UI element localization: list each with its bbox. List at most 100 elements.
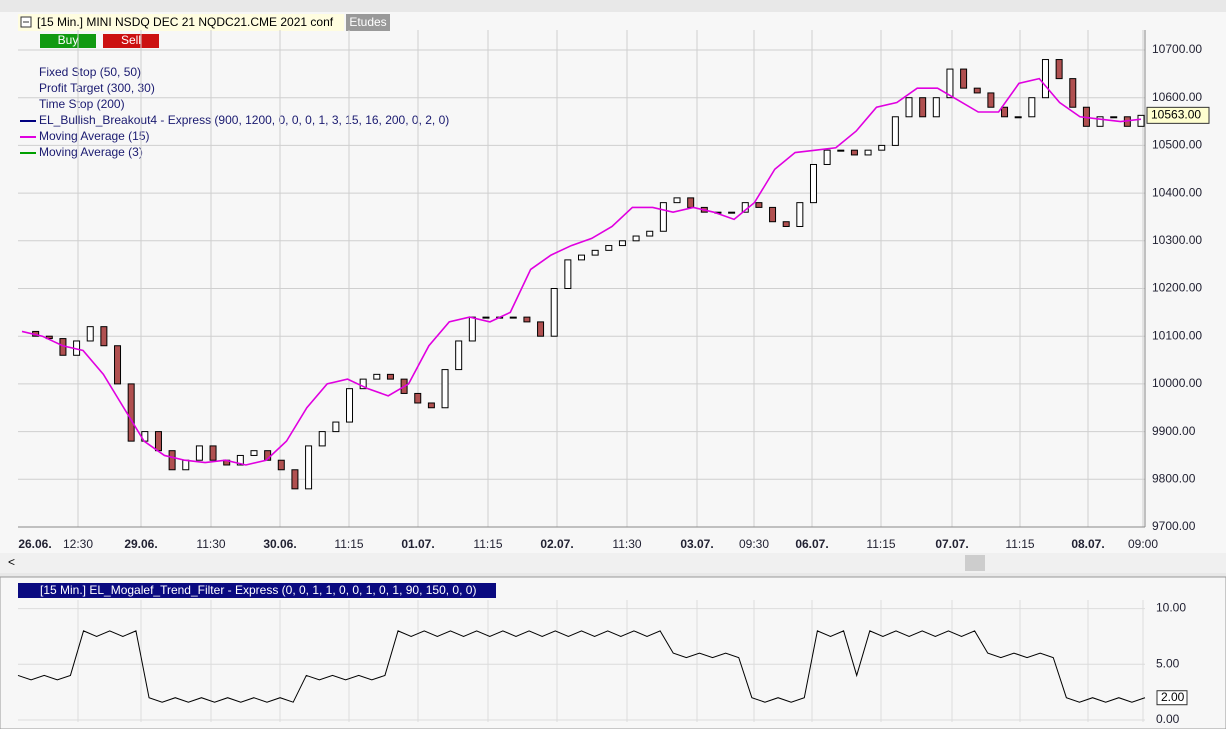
y-tick-label: 9800.00	[1152, 471, 1196, 485]
x-tick-label: 11:30	[196, 537, 225, 551]
candle	[455, 340, 463, 371]
candle	[960, 68, 968, 89]
candle	[127, 383, 135, 442]
sell-label[interactable]: Sell	[121, 33, 141, 47]
indicator-title-bar	[18, 583, 496, 598]
candle	[782, 221, 790, 227]
legend-entry: Moving Average (15)	[39, 129, 150, 143]
candle	[796, 202, 804, 227]
candle	[632, 235, 640, 242]
candle	[1001, 106, 1009, 118]
y-tick-label: 5.00	[1156, 656, 1180, 670]
y-tick-label: 10400.00	[1152, 185, 1202, 199]
y-tick-label: 0.00	[1156, 712, 1180, 726]
candle	[182, 459, 190, 471]
x-tick-label: 01.07.	[401, 537, 434, 551]
candle	[291, 469, 299, 490]
candle	[537, 321, 545, 337]
y-tick-label: 10100.00	[1152, 328, 1202, 342]
scroll-left[interactable]: <	[8, 555, 15, 569]
candle	[932, 97, 940, 118]
x-tick-label: 11:30	[612, 537, 641, 551]
candle	[209, 445, 217, 461]
y-tick-label: 10300.00	[1152, 233, 1202, 247]
candle	[86, 326, 94, 342]
candle	[1137, 114, 1145, 127]
moving-average	[21, 77, 1142, 466]
x-tick-label: 09:00	[1128, 537, 1158, 551]
candle	[346, 388, 354, 423]
instrument-title: [15 Min.] MINI NSDQ DEC 21 NQDC21.CME 20…	[37, 15, 334, 29]
candle	[728, 211, 736, 214]
candle	[168, 450, 176, 471]
candle	[386, 373, 394, 380]
y-tick-label: 10000.00	[1152, 376, 1202, 390]
candle	[973, 87, 981, 94]
y-tick-label: 10700.00	[1152, 42, 1202, 56]
y-tick-label: 10.00	[1156, 601, 1186, 615]
x-tick-label: 11:15	[473, 537, 502, 551]
candle	[236, 454, 244, 466]
candle	[359, 378, 367, 390]
scrollbar	[0, 553, 1226, 573]
candle	[523, 316, 531, 323]
buy-label[interactable]: Buy	[58, 33, 79, 47]
y-tick-label: 9700.00	[1152, 519, 1196, 533]
last-value-box	[1156, 690, 1188, 706]
candle	[154, 431, 162, 452]
candle	[687, 197, 695, 208]
candle	[305, 445, 313, 490]
candle	[891, 116, 899, 146]
candle	[114, 345, 122, 385]
candle	[823, 149, 831, 165]
legend-entry: Fixed Stop (50, 50)	[39, 65, 141, 79]
candle	[946, 68, 954, 99]
x-tick-label: 26.06.	[18, 537, 51, 551]
x-tick-label: 08.07.	[1071, 537, 1104, 551]
candle	[550, 288, 558, 337]
candle	[769, 206, 777, 223]
last-price-box	[1146, 106, 1210, 124]
y-tick-label: 9900.00	[1152, 424, 1196, 438]
candle	[850, 149, 858, 156]
candle	[591, 249, 599, 256]
x-tick-label: 02.07.	[540, 537, 573, 551]
y-tick-label: 10500.00	[1152, 138, 1202, 152]
candle	[509, 316, 517, 319]
candle	[1110, 116, 1118, 119]
candle	[468, 316, 476, 342]
candle	[646, 230, 654, 237]
candle	[250, 450, 258, 456]
candle	[578, 254, 585, 261]
candle	[318, 431, 326, 447]
candle	[414, 392, 422, 404]
x-tick-label: 03.07.	[680, 537, 713, 551]
last-value-label: 2.00	[1161, 690, 1185, 704]
legend-entry: Time Stop (200)	[39, 97, 125, 111]
candle	[809, 163, 817, 204]
y-tick-label: 10600.00	[1152, 90, 1202, 104]
candle	[441, 369, 449, 409]
candle	[1069, 78, 1077, 108]
scroll-thumb[interactable]	[965, 555, 985, 571]
header-bar	[18, 14, 344, 31]
candle	[755, 202, 763, 208]
buy-button[interactable]	[40, 34, 96, 48]
x-tick-label: 12:30	[63, 537, 93, 551]
candle	[618, 240, 626, 247]
y-tick-label: 10200.00	[1152, 281, 1202, 295]
x-tick-label: 11:15	[866, 537, 895, 551]
x-tick-label: 30.06.	[263, 537, 296, 551]
candle	[1055, 59, 1063, 80]
candle	[482, 316, 490, 319]
x-tick-label: 11:15	[1005, 537, 1034, 551]
sell-button[interactable]	[103, 34, 159, 48]
candle	[864, 149, 872, 156]
candle	[1014, 116, 1022, 119]
candle	[332, 421, 340, 433]
etudes-label[interactable]: Etudes	[349, 15, 386, 29]
etudes-box[interactable]	[346, 14, 390, 31]
indicator-title: [15 Min.] EL_Mogalef_Trend_Filter - Expr…	[40, 583, 476, 597]
